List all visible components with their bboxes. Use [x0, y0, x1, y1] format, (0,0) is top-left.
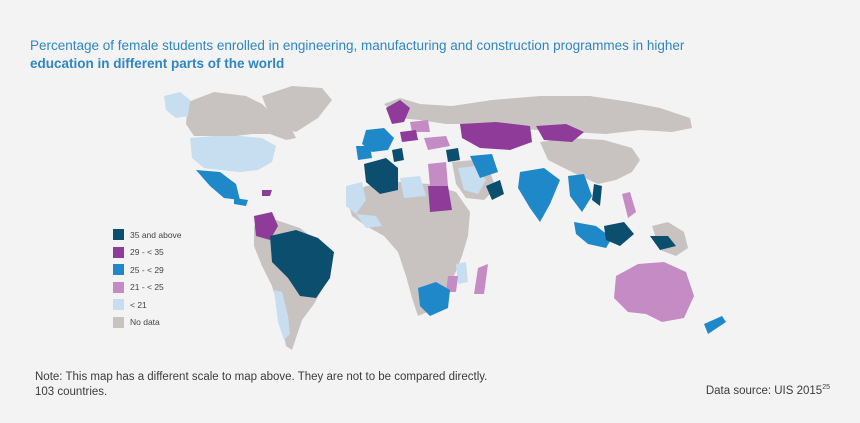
australia: [614, 262, 694, 322]
tunisia-region: [392, 148, 404, 162]
legend-label: 35 and above: [130, 229, 182, 240]
madagascar: [474, 264, 488, 294]
east-europe-21: [410, 120, 430, 132]
mongolia: [536, 124, 584, 142]
map-title: Percentage of female students enrolled i…: [30, 37, 830, 73]
iran: [470, 154, 498, 178]
legend-label: 21 - < 25: [130, 282, 164, 293]
alaska: [164, 92, 190, 118]
usa: [190, 136, 276, 172]
sweden-finland: [386, 100, 410, 124]
map-note: Note: This map has a different scale to …: [35, 370, 487, 400]
southeast-asia: [568, 174, 592, 212]
chad: [428, 186, 452, 212]
band-21-25: [410, 120, 694, 322]
caribbean-29: [262, 190, 272, 196]
legend-swatch: [113, 264, 124, 276]
central-europe-29: [400, 130, 418, 142]
papua: [650, 236, 676, 250]
sahara-lt21: [346, 182, 366, 214]
legend-swatch: [113, 299, 124, 311]
map-legend: 35 and above 29 - < 35 25 - < 29 21 - < …: [113, 226, 182, 331]
legend-label: 29 - < 35: [130, 247, 164, 258]
note-line-1: Note: This map has a different scale to …: [35, 371, 488, 383]
band-25-29: [196, 128, 726, 334]
philippines: [622, 192, 636, 218]
band-29-35: [254, 100, 584, 240]
turkey-region: [424, 136, 450, 150]
oman-region: [486, 180, 504, 200]
legend-item: No data: [113, 314, 182, 332]
legend-label: 25 - < 29: [130, 264, 164, 275]
legend-item: 21 - < 25: [113, 279, 182, 297]
chile-argentina-strip: [274, 290, 290, 340]
data-source: Data source: UIS 201525: [706, 384, 830, 397]
indonesia: [574, 222, 612, 248]
legend-swatch: [113, 246, 124, 258]
note-line-2: 103 countries.: [35, 386, 108, 398]
legend-label: No data: [130, 317, 160, 328]
south-africa: [418, 282, 450, 316]
africa: [346, 182, 470, 316]
legend-item: 35 and above: [113, 226, 182, 244]
iberia: [356, 146, 372, 160]
legend-item: 25 - < 29: [113, 261, 182, 279]
mexico: [196, 170, 240, 200]
libya: [400, 176, 426, 198]
canada: [186, 92, 296, 140]
colombia-venezuela: [254, 212, 278, 240]
borneo-malaysia: [604, 222, 634, 246]
west-africa-lt21: [356, 214, 382, 228]
source-text: Data source: UIS 2015: [705, 384, 823, 397]
legend-item: 29 - < 35: [113, 244, 182, 262]
legend-swatch: [113, 229, 124, 241]
mid-east-35: [446, 148, 460, 162]
new-zealand: [704, 316, 726, 334]
scandinavia-russia-north: [384, 96, 692, 134]
caribbean-25: [234, 198, 248, 206]
title-line-2: education in different parts of the worl…: [30, 56, 285, 71]
india: [518, 168, 560, 222]
brazil: [270, 230, 334, 298]
greenland: [262, 86, 332, 132]
vietnam: [592, 184, 602, 206]
title-line-1: Percentage of female students enrolled i…: [30, 38, 685, 53]
source-footnote: 25: [822, 384, 830, 391]
legend-swatch: [113, 316, 124, 328]
legend-swatch: [113, 281, 124, 293]
china-east-asia: [540, 138, 640, 184]
mozambique-21: [446, 276, 458, 292]
legend-label: < 21: [130, 299, 147, 310]
sudan: [428, 162, 448, 186]
band-lt21: [164, 92, 486, 340]
east-africa-lt21: [456, 262, 468, 284]
legend-item: < 21: [113, 296, 182, 314]
algeria: [364, 158, 398, 194]
band-35-above: [270, 148, 676, 298]
kazakhstan: [460, 122, 532, 150]
